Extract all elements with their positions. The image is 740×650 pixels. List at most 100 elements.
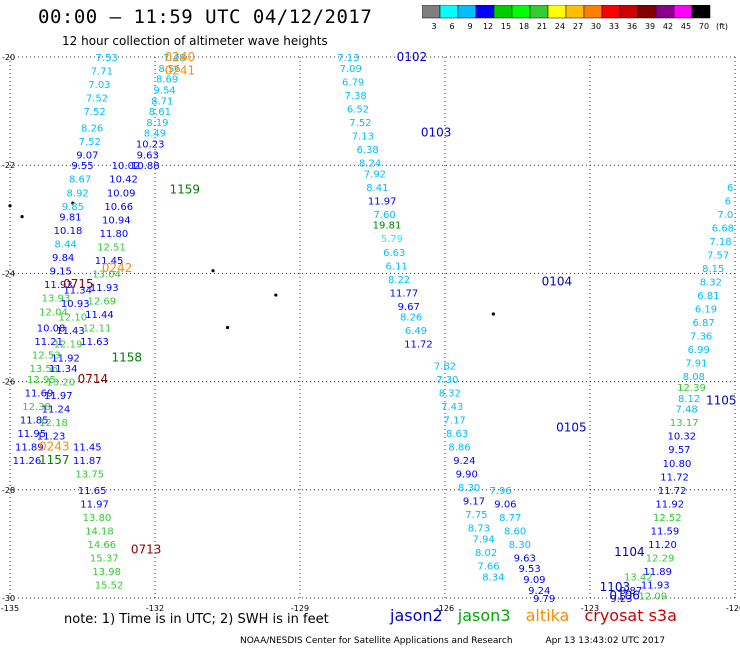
wave-height-value: 12.04: [39, 307, 68, 318]
wave-height-value: 11.92: [51, 353, 80, 364]
colorbar-label: 36: [627, 22, 637, 31]
wave-height-value: 7.52: [86, 94, 108, 105]
wave-height-value: 12.69: [88, 296, 117, 307]
island-marker: [211, 269, 215, 273]
pass-time-label: 0103: [421, 126, 452, 140]
colorbar-label: 9: [467, 22, 472, 31]
wave-height-value: 11.72: [660, 472, 689, 483]
wave-height-value: 11.97: [44, 391, 73, 402]
wave-height-value: 6.63: [383, 248, 405, 259]
wave-height-value: 7.66: [477, 562, 499, 573]
footer-timestamp: Apr 13 13:43:02 UTC 2017: [545, 636, 666, 646]
colorbar: 3 6 9 12 15 18 21 24 27 30 33 36 39 42 45 70 (ft): [422, 5, 728, 31]
wave-height-value: 11.97: [80, 499, 109, 510]
wave-height-value: 7.36: [690, 332, 712, 343]
wave-height-value: 9.81: [59, 213, 81, 224]
wave-height-value: 11.93: [90, 283, 119, 294]
wave-height-value: 8.24: [359, 158, 381, 169]
lat-tick-label: -20: [2, 53, 15, 62]
wave-height-value: 6.11: [386, 261, 408, 272]
colorbar-label: 45: [681, 22, 691, 31]
wave-height-value: 12.29: [646, 553, 675, 564]
wave-height-value: 8.02: [475, 548, 497, 559]
wave-height-value: 8.61: [149, 107, 171, 118]
wave-height-value: 8.32: [439, 388, 461, 399]
wave-height-value: 11.21: [34, 337, 63, 348]
island-marker: [225, 325, 230, 330]
wave-height-value: 8.30: [458, 483, 480, 494]
pass-time-label: 1105: [706, 394, 737, 408]
pass-time-label: 0713: [131, 542, 162, 556]
units-note: note: 1) Time is in UTC; 2) SWH is in fe…: [64, 612, 329, 627]
colorbar-label: (ft): [716, 22, 728, 31]
wave-height-value: 11.92: [655, 499, 684, 510]
island-marker: [491, 312, 495, 316]
colorbar-label: 33: [609, 22, 619, 31]
wave-height-value: 8.60: [504, 526, 526, 537]
satellite-legend: jason2 jason3 altika cryosat s3a: [390, 606, 687, 625]
colorbar-label: 70: [699, 22, 709, 31]
wave-height-value: 7.52: [83, 107, 105, 118]
legend-jason2: jason2: [390, 606, 443, 625]
wave-height-value: 15.52: [95, 580, 124, 591]
lat-tick-label: -28: [2, 486, 15, 495]
wave-height-value: 11.72: [404, 340, 433, 351]
wave-height-value: 11.20: [648, 540, 677, 551]
wave-height-value: 10.02: [112, 161, 141, 172]
wave-height-value: 9.63: [514, 553, 536, 564]
wave-height-value: 6.52: [347, 104, 369, 115]
wave-height-value: 11.87: [73, 456, 102, 467]
wave-height-value: 12.95: [27, 375, 56, 386]
wave-height-value: 8.19: [146, 118, 168, 129]
wave-height-value: 9.63: [137, 150, 159, 161]
colorbar-label: 30: [591, 22, 601, 31]
wave-height-value: 8.73: [468, 524, 490, 535]
wave-height-value: 7.48: [163, 53, 185, 64]
wave-height-value: 13.75: [75, 470, 104, 481]
wave-height-value: 12.18: [39, 418, 68, 429]
wave-height-value: 7.71: [91, 67, 113, 78]
wave-height-value: 11.80: [100, 229, 129, 240]
wave-height-value: 11.44: [85, 310, 114, 321]
lon-tick-label: -132: [146, 604, 164, 613]
wave-height-value: 8.63: [446, 429, 468, 440]
wave-height-value: 8.12: [678, 394, 700, 405]
subtitle: 12 hour collection of altimeter wave hei…: [62, 34, 328, 48]
colorbar-label: 27: [573, 22, 583, 31]
wave-height-value: 10.94: [102, 215, 131, 226]
colorbar-label: 21: [537, 22, 547, 31]
wave-height-value: 6.79: [342, 77, 364, 88]
wave-height-value: 9.24: [453, 456, 475, 467]
wave-height-value: 11.63: [80, 337, 109, 348]
island-marker: [71, 201, 75, 205]
wave-height-value: 13.98: [92, 567, 121, 578]
wave-height-value: 11.77: [390, 288, 419, 299]
wave-height-value: 13.56: [30, 364, 59, 375]
wave-height-value: 6.99: [688, 345, 710, 356]
wave-height-value: 8.67: [69, 175, 91, 186]
colorbar-label: 24: [555, 22, 565, 31]
wave-height-value: 6.87: [692, 318, 714, 329]
wave-height-value: 13.93: [42, 294, 71, 305]
lon-tick-label: -135: [1, 604, 19, 613]
wave-height-value: 6.19: [695, 305, 717, 316]
lat-tick-label: -26: [2, 378, 15, 387]
wave-height-value: 9.15: [50, 267, 72, 278]
pass-time-label: 1103: [600, 580, 631, 594]
wave-height-value: 10.88: [131, 161, 160, 172]
legend-jason3: jason3: [457, 606, 511, 625]
wave-height-value: 13.80: [83, 513, 112, 524]
colorbar-label: 42: [663, 22, 673, 31]
wave-height-value: 8.49: [144, 129, 166, 140]
wave-height-value: 12.52: [653, 513, 682, 524]
wave-height-value: 7.13: [352, 131, 374, 142]
wave-height-value: 8.34: [482, 572, 504, 583]
wave-height-value: 8.44: [54, 240, 76, 251]
wave-height-value: 11.43: [56, 326, 85, 337]
wave-height-value: 11.59: [651, 526, 680, 537]
wave-height-value: 11.34: [49, 364, 78, 375]
wave-height-value: 8.71: [151, 96, 173, 107]
wave-height-value: 12.11: [83, 324, 112, 335]
wave-height-value: 9.84: [52, 253, 74, 264]
